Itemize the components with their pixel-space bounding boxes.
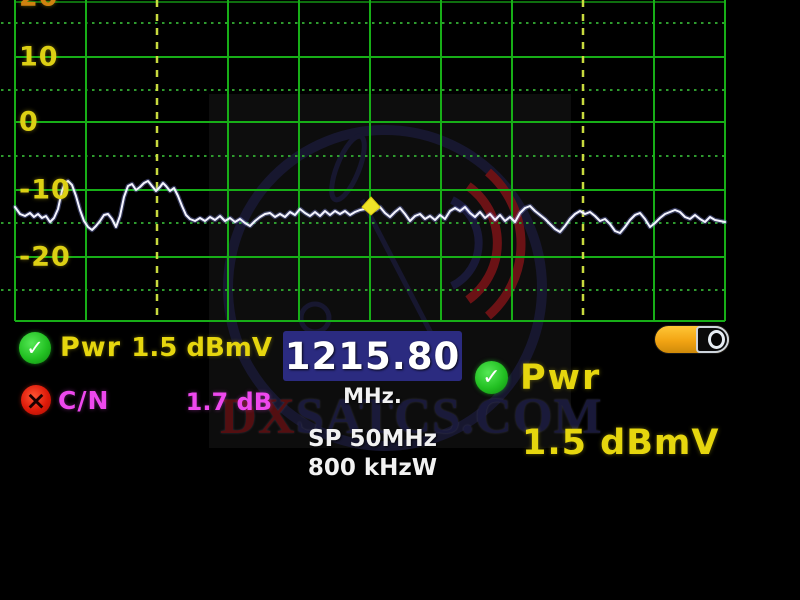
pwr-ok-check-icon: ✓ xyxy=(19,332,51,364)
y-axis-label--20: -20 xyxy=(19,241,71,273)
x-glyph: × xyxy=(25,385,47,415)
frequency-display-box: 1215.80 xyxy=(283,331,462,381)
check-glyph: ✓ xyxy=(26,336,44,360)
battery-icon xyxy=(655,326,729,353)
battery-terminal-ring xyxy=(708,330,725,349)
big-pwr-ok-check-icon: ✓ xyxy=(475,361,508,394)
cn-label: C/N xyxy=(58,386,110,415)
frequency-unit: MHz. xyxy=(343,384,402,408)
watermark-prefix: DX xyxy=(220,389,296,445)
y-axis-label--10: -10 xyxy=(19,174,71,206)
y-axis-label-0: 0 xyxy=(19,106,39,138)
span-readout: SP 50MHz xyxy=(308,426,437,452)
bandwidth-readout: 800 kHzW xyxy=(307,455,438,481)
cn-fail-x-icon: × xyxy=(21,385,51,415)
check-glyph: ✓ xyxy=(482,365,501,390)
y-axis-label-20: 20 xyxy=(19,0,59,13)
spectrum-trace xyxy=(12,178,728,236)
pwr-value: 1.5 dBmV xyxy=(131,333,272,363)
y-axis-label-10: 10 xyxy=(19,41,59,73)
marker-diamond-icon xyxy=(361,196,381,216)
watermark-text: DXSATCS.COM xyxy=(220,391,603,443)
grid-lines xyxy=(1,0,726,322)
watermark-suffix: SATCS.COM xyxy=(295,389,603,445)
frequency-value: 1215.80 xyxy=(284,334,461,378)
big-pwr-value: 1.5 dBmV xyxy=(522,423,720,463)
big-pwr-label: Pwr xyxy=(520,358,602,398)
pwr-label: Pwr xyxy=(60,332,122,363)
cn-value: 1.7 dB xyxy=(185,388,272,416)
